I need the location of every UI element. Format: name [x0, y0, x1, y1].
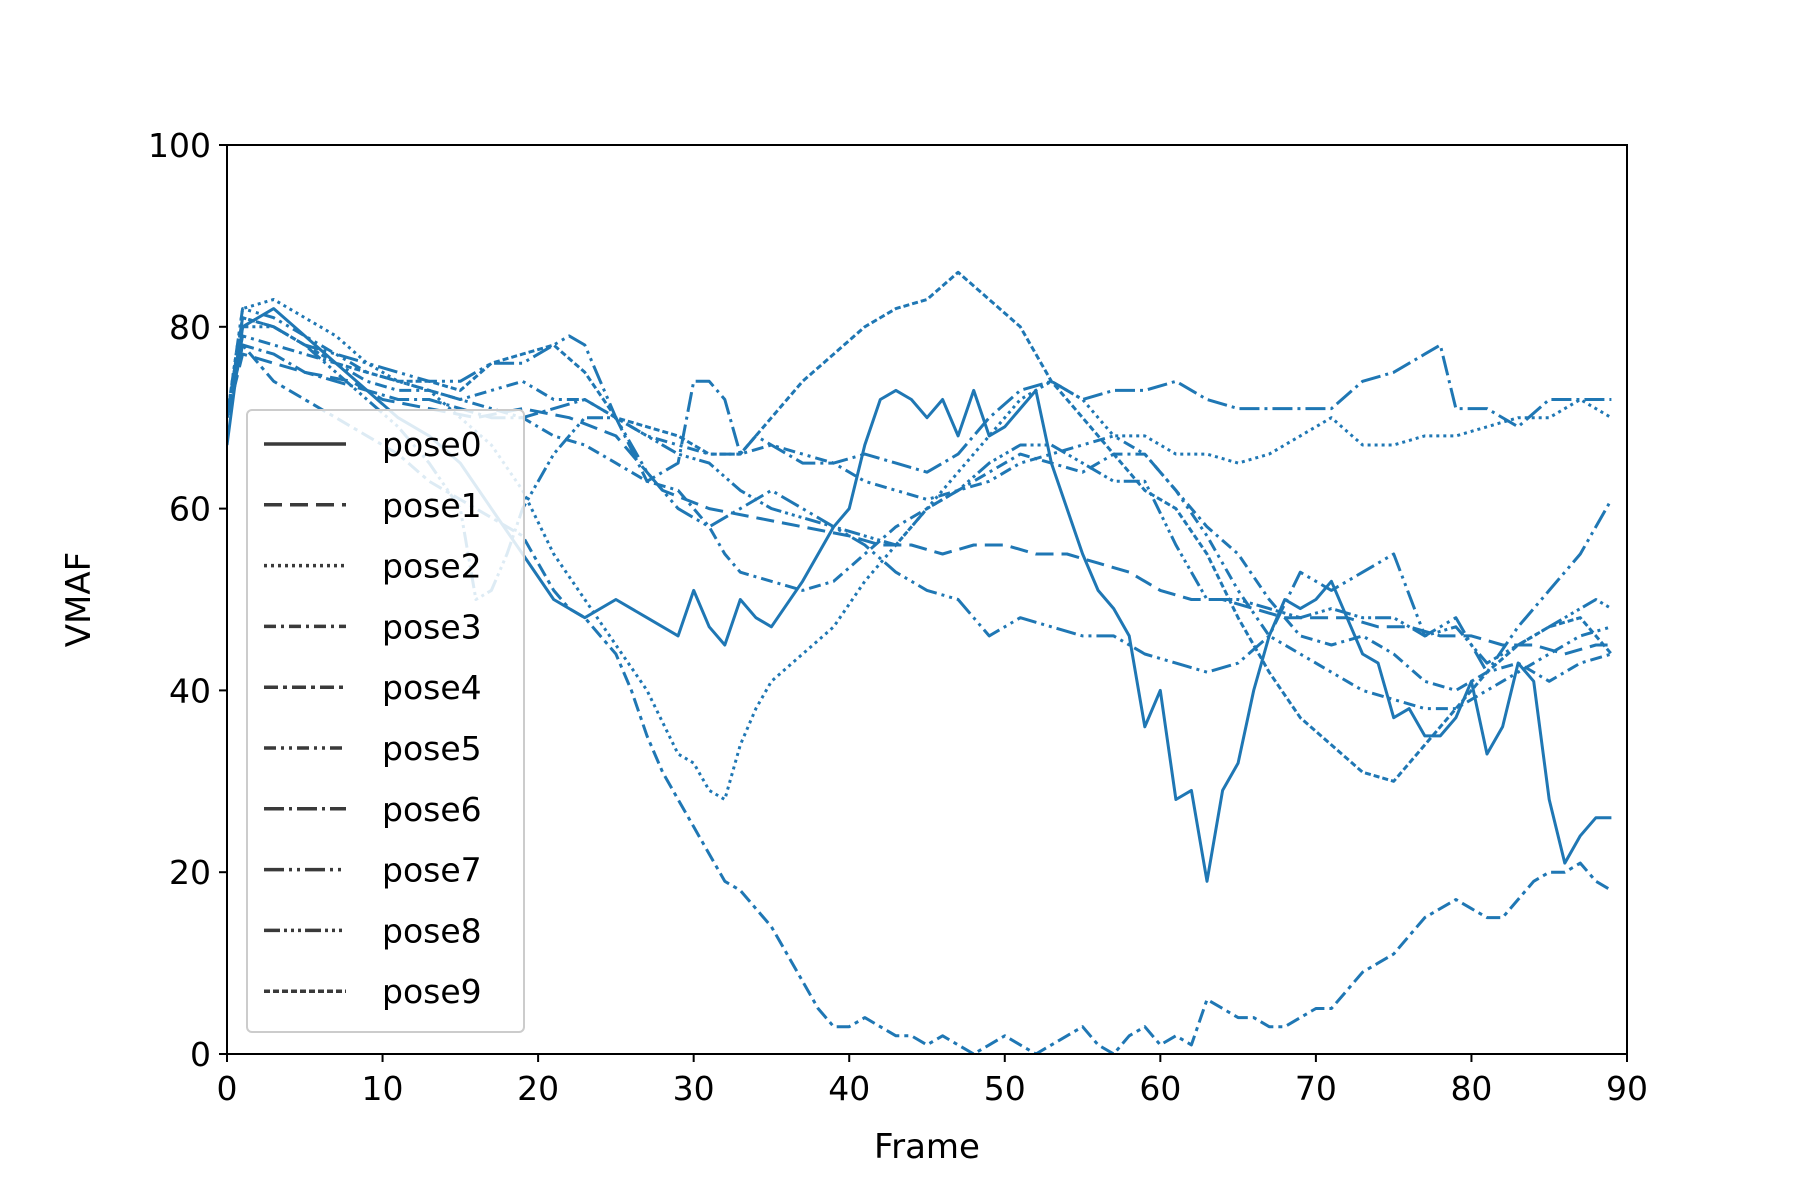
legend-label: pose6 [382, 790, 482, 829]
legend-label: pose3 [382, 607, 482, 646]
legend-label: pose0 [382, 425, 482, 464]
x-tick-label: 70 [1295, 1069, 1337, 1108]
legend-item-pose3: pose3 [264, 607, 482, 646]
series-line-pose7 [227, 316, 1613, 674]
y-tick-label: 60 [169, 490, 211, 529]
series-line-pose0 [227, 307, 1612, 883]
x-tick-label: 10 [362, 1069, 404, 1108]
x-tick-label: 20 [517, 1069, 559, 1108]
series-line-pose8 [227, 325, 1613, 665]
legend-label: pose4 [382, 668, 482, 707]
legend-item-pose4: pose4 [264, 668, 482, 707]
x-axis-title: Frame [874, 1127, 980, 1167]
y-tick-label: 100 [148, 126, 211, 165]
y-tick-label: 40 [169, 671, 211, 710]
plot-frame [226, 144, 1628, 1055]
legend-item-pose8: pose8 [264, 911, 482, 950]
y-tick-label: 80 [169, 308, 211, 347]
x-tick-label: 60 [1139, 1069, 1181, 1108]
series-line-pose9 [227, 270, 1613, 783]
series-line-pose4 [227, 343, 1613, 1054]
legend-label: pose7 [382, 851, 482, 890]
x-tick-label: 80 [1450, 1069, 1492, 1108]
legend: pose0 pose1 pose2 pose3 pose4 pose5 pose6 pose7… [246, 409, 525, 1033]
series-line-pose5 [227, 307, 1612, 711]
legend-item-pose5: pose5 [264, 729, 482, 768]
legend-label: pose2 [382, 547, 482, 586]
legend-item-pose7: pose7 [264, 851, 482, 890]
ticks-layer: 0 10 20 30 40 50 60 70 80 90 0 20 40 60 80 100 [148, 126, 1648, 1108]
y-tick-label: 0 [190, 1035, 211, 1074]
legend-label: pose5 [382, 729, 482, 768]
legend-item-pose0: pose0 [264, 425, 482, 464]
legend-box [246, 409, 525, 1033]
legend-item-pose2: pose2 [264, 547, 482, 586]
x-tick-label: 40 [828, 1069, 870, 1108]
series-line-pose3 [227, 334, 1612, 692]
y-tick-label: 20 [169, 853, 211, 892]
legend-item-pose1: pose1 [264, 486, 482, 525]
x-tick-label: 50 [984, 1069, 1026, 1108]
y-axis-title: VMAF [59, 552, 99, 647]
legend-item-pose9: pose9 [264, 972, 482, 1011]
legend-label: pose8 [382, 911, 482, 950]
x-tick-label: 30 [673, 1069, 715, 1108]
x-tick-label: 0 [217, 1069, 238, 1108]
legend-items: pose0 pose1 pose2 pose3 pose4 pose5 pose6 pose7… [264, 425, 482, 1011]
legend-label: pose1 [382, 486, 482, 525]
legend-item-pose6: pose6 [264, 790, 482, 829]
x-tick-label: 90 [1606, 1069, 1648, 1108]
legend-label: pose9 [382, 972, 482, 1011]
